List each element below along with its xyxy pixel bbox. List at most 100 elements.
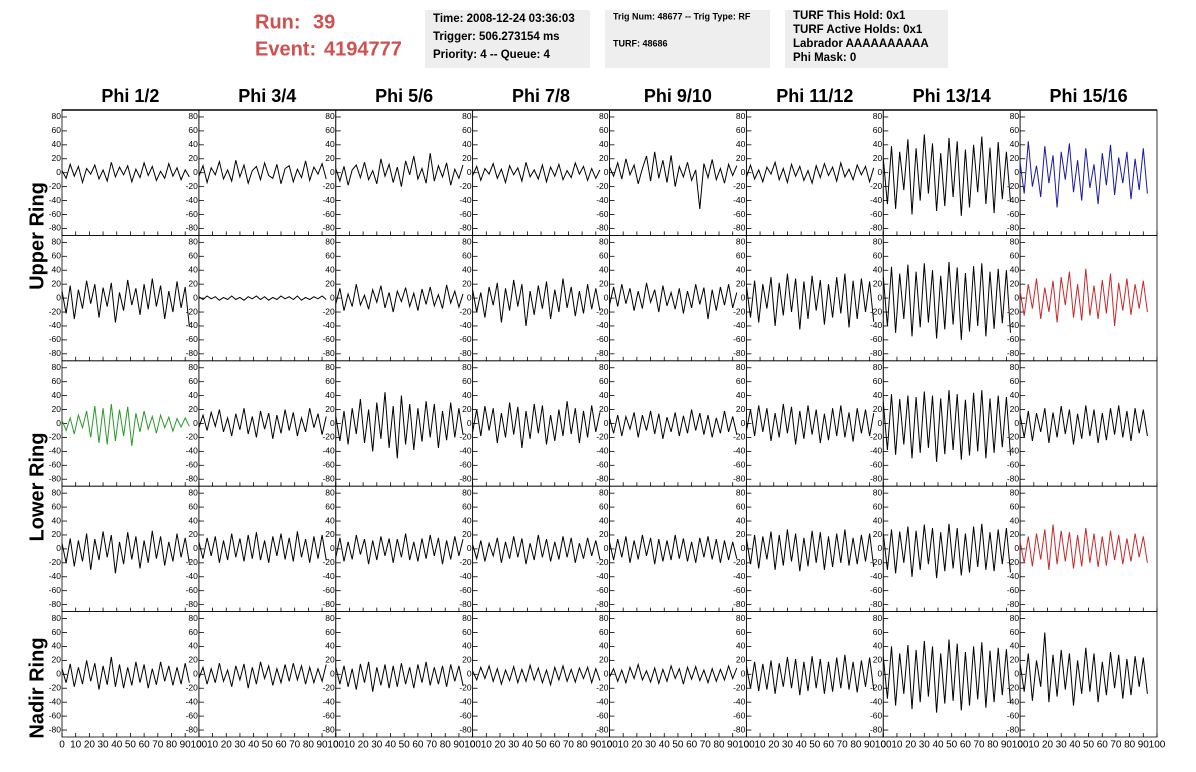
y-tick-label: -40	[322, 571, 335, 581]
y-tick-label: -60	[322, 334, 335, 344]
y-tick-label: 20	[462, 655, 472, 665]
y-tick-label: -60	[1007, 209, 1020, 219]
y-tick-label: 40	[1010, 641, 1020, 651]
x-tick-label: 80	[987, 740, 999, 751]
y-tick-label: -20	[596, 557, 609, 567]
y-tick-label: 0	[1014, 543, 1019, 553]
y-tick-label: 40	[599, 515, 609, 525]
y-tick-label: 20	[52, 655, 62, 665]
y-tick-label: -20	[459, 682, 472, 692]
y-tick-label: 0	[193, 418, 198, 428]
y-tick-label: -20	[1007, 306, 1020, 316]
y-tick-label: -40	[186, 696, 199, 706]
y-tick-label: 60	[873, 125, 883, 135]
y-tick-label: 20	[325, 153, 335, 163]
waveform	[745, 273, 875, 330]
y-tick-label: 0	[467, 167, 472, 177]
x-tick-label: 50	[672, 740, 684, 751]
x-tick-label: 40	[1069, 740, 1081, 751]
y-tick-label: -20	[870, 306, 883, 316]
y-tick-label: 80	[1010, 362, 1020, 372]
y-tick-label: -20	[1007, 432, 1020, 442]
y-tick-label: 80	[736, 613, 746, 623]
y-tick-label: -40	[186, 571, 199, 581]
y-tick-label: 60	[736, 501, 746, 511]
y-tick-label: 80	[599, 613, 609, 623]
waveform	[61, 161, 190, 185]
y-tick-label: 0	[330, 292, 335, 302]
y-tick-label: -60	[459, 334, 472, 344]
y-tick-label: 60	[873, 627, 883, 637]
y-tick-label: 80	[873, 613, 883, 623]
y-tick-label: 40	[52, 515, 62, 525]
x-tick-label: 20	[84, 740, 96, 751]
y-tick-label: 40	[873, 390, 883, 400]
y-tick-label: 0	[193, 543, 198, 553]
y-tick-label: -60	[733, 460, 746, 470]
y-tick-label: 60	[599, 501, 609, 511]
y-tick-label: -20	[870, 682, 883, 692]
info-line: Time: 2008-12-24 03:36:03	[433, 13, 575, 25]
y-tick-label: -20	[322, 306, 335, 316]
y-tick-label: 0	[1014, 292, 1019, 302]
y-tick-label: -20	[186, 181, 199, 191]
y-tick-label: 0	[878, 418, 883, 428]
y-tick-label: 20	[599, 153, 609, 163]
y-tick-label: -80	[49, 348, 62, 358]
y-tick-label: -40	[870, 696, 883, 706]
y-tick-label: 60	[462, 627, 472, 637]
y-tick-label: -60	[870, 585, 883, 595]
y-tick-label: -60	[322, 209, 335, 219]
waveform	[198, 295, 327, 301]
y-tick-label: 60	[325, 627, 335, 637]
y-tick-label: 20	[462, 404, 472, 414]
waveform	[609, 151, 738, 209]
y-tick-label: 40	[736, 390, 746, 400]
y-tick-label: -40	[186, 446, 199, 456]
y-tick-label: -80	[870, 724, 883, 734]
y-tick-label: -40	[459, 696, 472, 706]
y-tick-label: -20	[186, 682, 199, 692]
waveform	[745, 529, 875, 572]
y-tick-label: 0	[604, 167, 609, 177]
x-tick-label: 50	[946, 740, 958, 751]
y-tick-label: 80	[188, 487, 198, 497]
y-tick-label: -60	[870, 209, 883, 219]
x-tick-label: 80	[577, 740, 589, 751]
y-tick-label: 80	[873, 362, 883, 372]
y-tick-label: -40	[186, 320, 199, 330]
y-tick-label: 0	[604, 543, 609, 553]
x-tick-label: 50	[809, 740, 821, 751]
y-tick-label: 60	[1010, 376, 1020, 386]
waveform	[882, 134, 1011, 216]
y-tick-label: 80	[1010, 237, 1020, 247]
info-line: TURF: 48686	[613, 38, 668, 48]
x-tick-label: 60	[823, 740, 835, 751]
y-tick-label: 20	[325, 529, 335, 539]
y-tick-label: 40	[325, 390, 335, 400]
y-tick-label: 20	[188, 278, 198, 288]
y-tick-label: 20	[325, 404, 335, 414]
y-tick-label: -60	[596, 710, 609, 720]
info-line: Priority: 4 -- Queue: 4	[433, 49, 551, 61]
y-tick-label: -20	[1007, 557, 1020, 567]
y-tick-label: -80	[322, 223, 335, 233]
y-tick-label: -40	[322, 696, 335, 706]
y-tick-label: 80	[462, 111, 472, 121]
x-tick-label: 90	[1001, 740, 1013, 751]
y-tick-label: -80	[870, 599, 883, 609]
y-tick-label: -80	[733, 724, 746, 734]
y-tick-label: 0	[467, 292, 472, 302]
y-tick-label: 20	[52, 278, 62, 288]
y-tick-label: 80	[736, 111, 746, 121]
x-tick-label: 50	[1083, 740, 1095, 751]
y-tick-label: 20	[462, 529, 472, 539]
y-tick-label: -20	[733, 306, 746, 316]
y-tick-label: -40	[733, 446, 746, 456]
column-title: Phi 7/8	[512, 86, 570, 106]
y-tick-label: -80	[186, 724, 199, 734]
y-tick-label: -40	[459, 571, 472, 581]
y-tick-label: -40	[596, 320, 609, 330]
y-tick-label: 60	[325, 376, 335, 386]
x-tick-label: 20	[358, 740, 370, 751]
